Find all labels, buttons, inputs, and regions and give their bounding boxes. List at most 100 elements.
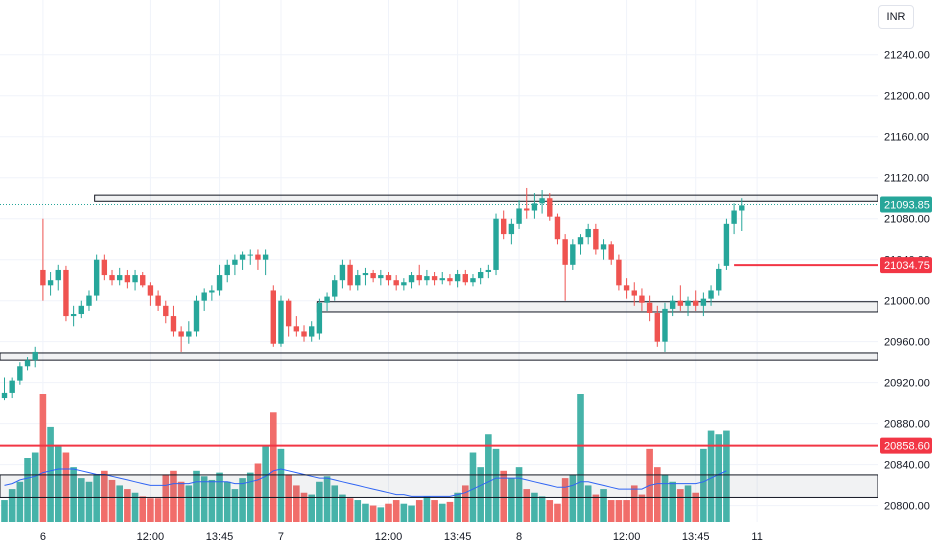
candle-body[interactable] [485,269,492,272]
candle-body[interactable] [623,285,630,291]
candle-body[interactable] [270,290,276,344]
candle-body[interactable] [109,275,115,281]
candle-body[interactable] [232,259,238,265]
candle-body[interactable] [646,302,653,313]
candle-body[interactable] [562,239,568,265]
candle-body[interactable] [132,275,138,283]
candle-body[interactable] [170,316,177,332]
candle-body[interactable] [708,290,714,299]
candle-body[interactable] [685,300,691,306]
candle-body[interactable] [247,254,253,256]
candle-body[interactable] [155,295,161,306]
candle-body[interactable] [531,203,538,211]
candle-body[interactable] [140,275,146,286]
candle-body[interactable] [285,300,292,327]
candle-body[interactable] [262,254,269,260]
candle-body[interactable] [24,360,31,367]
candle-body[interactable] [669,300,676,309]
candle-body[interactable] [209,290,215,293]
candle-body[interactable] [408,275,415,283]
zone-box[interactable] [316,301,879,313]
candle-body[interactable] [17,366,23,381]
candle-body[interactable] [600,244,607,250]
zone-box[interactable] [94,194,879,202]
candle-body[interactable] [78,305,84,315]
candle-body[interactable] [731,210,737,224]
candle-body[interactable] [570,244,576,265]
candle-body[interactable] [700,298,707,306]
candle-body[interactable] [201,292,207,301]
candle-body[interactable] [70,314,77,317]
candle-body[interactable] [278,300,284,344]
candle-body[interactable] [47,280,54,286]
candle-body[interactable] [654,312,660,342]
candle-body[interactable] [55,269,61,281]
candle-body[interactable] [9,380,15,393]
candle-body[interactable] [401,282,407,286]
candle-body[interactable] [393,280,399,286]
price-axis[interactable] [878,0,932,550]
candle-body[interactable] [362,273,369,276]
candle-body[interactable] [193,300,200,332]
zone-box[interactable] [0,352,879,361]
candle-body[interactable] [93,259,100,296]
candle-body[interactable] [524,208,530,211]
candle-body[interactable] [163,305,169,317]
candle-body[interactable] [301,331,307,337]
currency-button[interactable]: INR [878,5,914,29]
candle-body[interactable] [577,237,584,245]
candle-body[interactable] [662,308,668,342]
candle-body[interactable] [593,228,599,250]
candle-body[interactable] [693,300,699,306]
candle-body[interactable] [477,272,484,279]
candle-body[interactable] [101,259,108,276]
candle-body[interactable] [447,278,453,282]
candle-body[interactable] [309,326,315,337]
candle-body[interactable] [585,228,591,238]
candle-body[interactable] [1,392,8,399]
candle-body[interactable] [516,208,522,224]
candle-body[interactable] [739,205,745,211]
candle-body[interactable] [186,331,192,337]
zone-box[interactable] [0,474,879,498]
candle-body[interactable] [385,275,392,281]
candle-body[interactable] [124,275,131,283]
candle-body[interactable] [639,295,645,303]
candle-body[interactable] [147,285,154,296]
candle-body[interactable] [431,276,438,281]
candle-body[interactable] [424,276,430,281]
candle-body[interactable] [508,223,515,235]
candle-body[interactable] [493,218,499,270]
candle-body[interactable] [677,300,684,306]
candle-body[interactable] [616,259,622,286]
candle-body[interactable] [255,254,261,260]
candle-body[interactable] [324,296,330,303]
candle-body[interactable] [293,326,300,332]
candle-body[interactable] [347,264,353,286]
candle-body[interactable] [86,295,92,306]
candle-body[interactable] [370,273,376,279]
candle-body[interactable] [416,275,422,281]
candle-body[interactable] [470,278,476,283]
candle-body[interactable] [216,275,223,291]
candle-body[interactable] [63,269,69,317]
candle-body[interactable] [631,290,637,296]
candle-body[interactable] [723,223,730,266]
candle-body[interactable] [239,254,246,260]
candle-body[interactable] [178,331,184,337]
candle-body[interactable] [462,274,468,283]
time-axis[interactable] [0,522,878,550]
candle-body[interactable] [378,275,384,279]
candle-body[interactable] [454,274,461,282]
candle-body[interactable] [608,244,614,260]
candle-body[interactable] [439,278,445,281]
candle-body[interactable] [501,218,507,235]
candle-body[interactable] [224,264,230,276]
candle-body[interactable] [332,280,338,297]
candle-body[interactable] [355,275,361,286]
candle-body[interactable] [554,216,561,240]
candle-body[interactable] [316,302,323,334]
candle-body[interactable] [539,198,545,204]
